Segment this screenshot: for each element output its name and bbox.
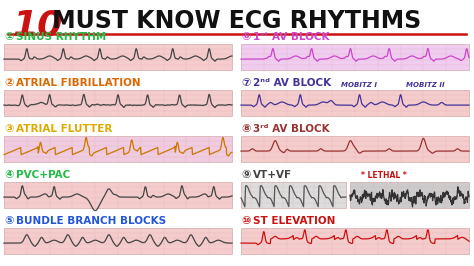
Text: MOBITZ I: MOBITZ I bbox=[341, 82, 377, 88]
Bar bbox=[4, 44, 232, 70]
Text: 2ⁿᵈ AV BLOCK: 2ⁿᵈ AV BLOCK bbox=[253, 78, 331, 88]
Text: ST ELEVATION: ST ELEVATION bbox=[253, 216, 336, 226]
Text: VT+VF: VT+VF bbox=[253, 170, 292, 180]
Text: 10: 10 bbox=[12, 8, 62, 42]
Bar bbox=[241, 228, 469, 254]
Text: * LETHAL *: * LETHAL * bbox=[361, 171, 407, 180]
Text: ⑨: ⑨ bbox=[241, 170, 250, 180]
Bar bbox=[350, 182, 469, 208]
Text: ATRIAL FIBRILLATION: ATRIAL FIBRILLATION bbox=[16, 78, 141, 88]
Bar bbox=[4, 136, 232, 162]
Text: ⑥: ⑥ bbox=[241, 32, 250, 42]
Text: 1ˢᵗ AV BLOCK: 1ˢᵗ AV BLOCK bbox=[253, 32, 329, 42]
Text: 3ʳᵈ AV BLOCK: 3ʳᵈ AV BLOCK bbox=[253, 124, 329, 134]
Bar bbox=[4, 182, 232, 208]
Text: ②: ② bbox=[4, 78, 13, 88]
Bar bbox=[241, 182, 346, 208]
Bar bbox=[4, 90, 232, 116]
Text: SINUS RHYTHM: SINUS RHYTHM bbox=[16, 32, 106, 42]
Bar bbox=[241, 136, 469, 162]
Bar bbox=[241, 90, 469, 116]
Text: ⑩: ⑩ bbox=[241, 216, 250, 226]
Text: ⑧: ⑧ bbox=[241, 124, 250, 134]
Text: PVC+PAC: PVC+PAC bbox=[16, 170, 70, 180]
Text: ⑤: ⑤ bbox=[4, 216, 13, 226]
Text: MOBITZ II: MOBITZ II bbox=[406, 82, 445, 88]
Text: ④: ④ bbox=[4, 170, 13, 180]
Text: MUST KNOW ECG RHYTHMS: MUST KNOW ECG RHYTHMS bbox=[44, 9, 421, 33]
Text: ③: ③ bbox=[4, 124, 13, 134]
Text: ATRIAL FLUTTER: ATRIAL FLUTTER bbox=[16, 124, 112, 134]
Text: ①: ① bbox=[4, 32, 13, 42]
Text: ⑦: ⑦ bbox=[241, 78, 250, 88]
Bar bbox=[4, 228, 232, 254]
Text: BUNDLE BRANCH BLOCKS: BUNDLE BRANCH BLOCKS bbox=[16, 216, 166, 226]
Bar bbox=[241, 44, 469, 70]
